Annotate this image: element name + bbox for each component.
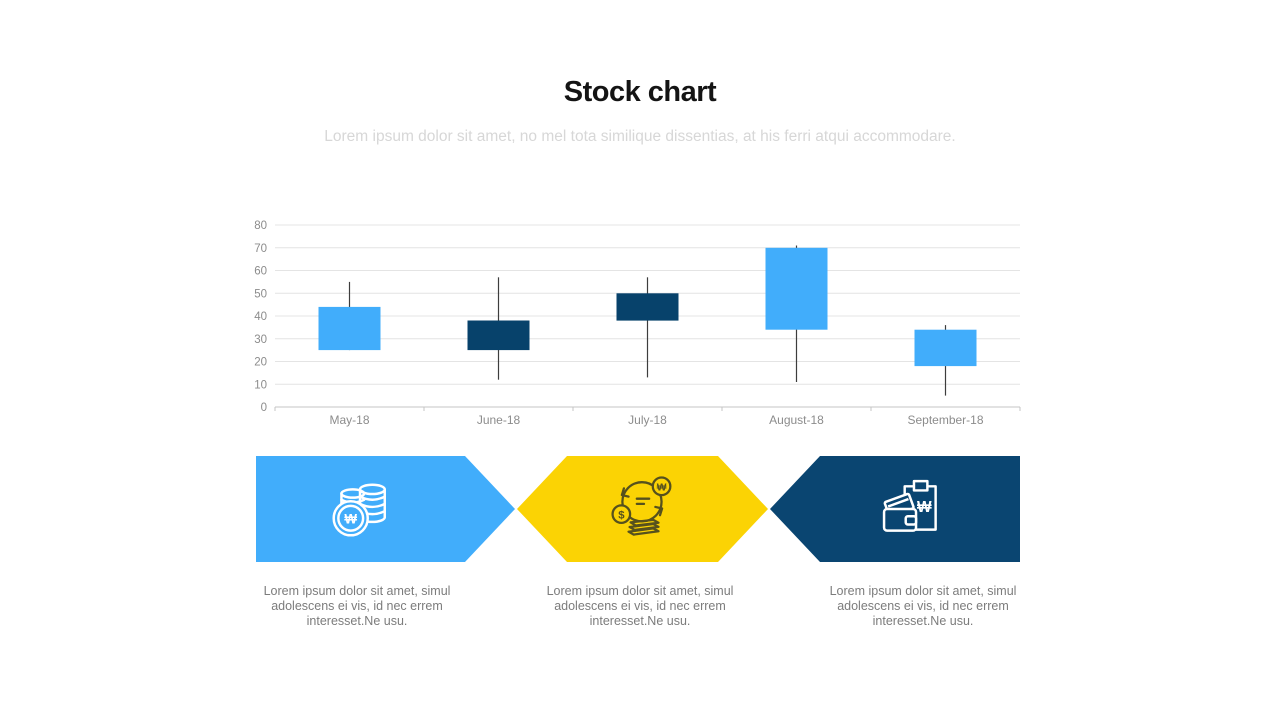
candle-body [467,320,530,351]
x-axis-category-label: July-18 [628,413,667,427]
candle-body [318,306,381,351]
y-axis-tick-label: 40 [254,311,267,323]
process-arrow-band: ₩ $ ₩ [256,456,1020,562]
x-axis-category-label: August-18 [769,413,824,427]
candle-body [616,293,679,321]
y-axis-tick-label: 60 [254,266,267,278]
page-title: Stock chart [563,76,717,108]
dollar-symbol: $ [618,509,625,521]
x-axis-category-label: September-18 [907,413,983,427]
y-axis-tick-label: 50 [254,288,267,300]
y-axis-tick-label: 10 [254,379,267,391]
y-axis-tick-label: 80 [254,220,267,232]
won-symbol: ₩ [657,482,667,493]
page-subtitle: Lorem ipsum dolor sit amet, no mel tota … [324,128,956,145]
won-symbol: ₩ [344,511,357,526]
coins-won-icon: ₩ [332,483,386,537]
won-symbol: ₩ [917,499,932,516]
process-step-exchange: $ ₩ [517,456,768,562]
y-axis-tick-label: 0 [261,402,267,414]
y-axis-tick-label: 70 [254,243,267,255]
process-step-wallet: ₩ [770,456,1020,562]
candle-body [914,329,977,367]
y-axis-tick-label: 20 [254,357,267,369]
x-axis-category-label: June-18 [477,413,521,427]
stock-candlestick-chart: 0 10 20 30 40 50 60 70 80 May-18 June-18 July-18 Aug… [243,212,1033,444]
y-axis-tick-label: 30 [254,334,267,346]
step-description: Lorem ipsum dolor sit amet, simul adoles… [263,584,451,629]
step-description: Lorem ipsum dolor sit amet, simul adoles… [546,584,734,629]
wallet-payment-icon: ₩ [882,479,937,532]
currency-exchange-icon: $ ₩ [611,476,672,536]
x-axis-category-label: May-18 [329,413,369,427]
stock-candlestick-chart-svg: 0 10 20 30 40 50 60 70 80 May-18 June-18 July-18 Aug… [254,220,1021,427]
process-step-coins: ₩ [256,456,515,562]
step-description: Lorem ipsum dolor sit amet, simul adoles… [829,584,1017,629]
candle-body [765,247,828,330]
